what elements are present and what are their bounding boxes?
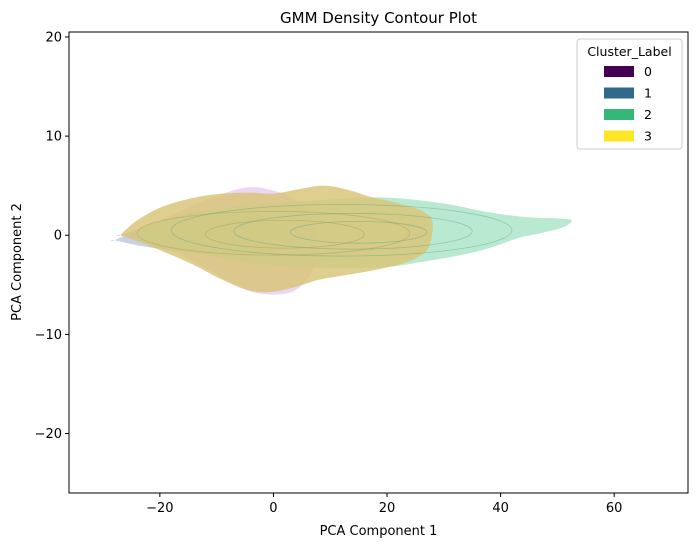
density-region-cluster-3 — [118, 185, 433, 293]
legend-swatch-2 — [604, 109, 634, 120]
legend-entries: 0 1 2 3 — [604, 64, 652, 144]
y-tick-label: −20 — [35, 427, 62, 442]
legend-title: Cluster_Label — [587, 44, 671, 59]
inner-contour-0 — [170, 204, 513, 257]
y-tick-label: 20 — [45, 30, 62, 45]
legend-swatch-3 — [604, 130, 634, 142]
chart-title: GMM Density Contour Plot — [280, 9, 477, 27]
legend-swatch-1 — [604, 87, 634, 99]
inner-contour-2 — [290, 220, 428, 244]
x-tick-label: 60 — [606, 501, 623, 516]
y-axis-label: PCA Component 2 — [10, 203, 25, 321]
inner-contour-1 — [233, 213, 473, 250]
inner-contour-3 — [136, 211, 411, 256]
x-axis-label: PCA Component 1 — [320, 524, 438, 539]
legend-label-0: 0 — [644, 64, 652, 79]
x-tick-label: 40 — [492, 501, 509, 516]
legend-label-3: 3 — [644, 129, 652, 144]
y-tick-label: 0 — [54, 229, 62, 244]
legend-swatch-0 — [604, 66, 634, 77]
legend-label-2: 2 — [644, 107, 652, 122]
x-axis-ticks: −20 0 20 40 60 — [146, 493, 622, 516]
density-series-layer — [110, 185, 572, 295]
x-tick-label: 20 — [379, 501, 396, 516]
legend-label-1: 1 — [644, 86, 652, 101]
inner-contour-4 — [204, 219, 365, 249]
density-contour-detail-layer — [136, 204, 513, 257]
plot-frame — [68, 31, 689, 494]
x-tick-label: −20 — [146, 501, 173, 516]
y-tick-label: 10 — [45, 130, 62, 145]
x-tick-label: 0 — [269, 501, 277, 516]
legend: Cluster_Label 0 1 2 3 — [576, 38, 683, 150]
y-tick-label: −10 — [35, 328, 62, 343]
y-axis-ticks: −20 −10 0 10 20 — [35, 30, 69, 442]
